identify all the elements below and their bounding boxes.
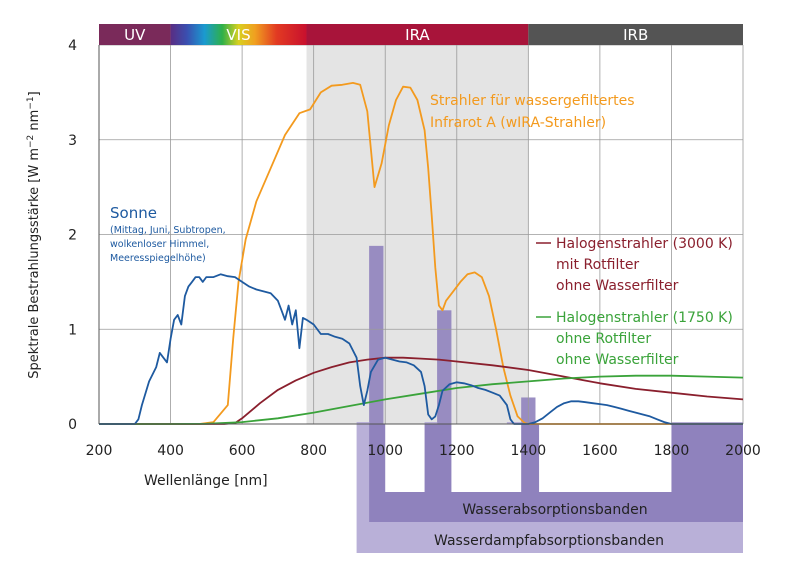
water-vapor-bar-3 — [671, 422, 743, 424]
y-axis-label-part: −2 — [26, 135, 36, 148]
water-absorption-label: Wasserabsorptionsbanden — [462, 502, 647, 518]
halogen-1750k-label-line-2: ohne Rotfilter — [556, 331, 651, 347]
sun-label-line-1: Sonne — [110, 204, 157, 222]
water-vapor-bar-1 — [424, 422, 438, 424]
x-tick-label: 1000 — [367, 443, 403, 459]
series-line-halogen-1750k — [99, 374, 744, 425]
absorption-gap-1 — [451, 424, 522, 492]
halogen-3000k-label-line-2: mit Rotfilter — [556, 257, 639, 273]
band-irb — [528, 24, 743, 45]
x-axis-label: Wellenlänge [nm] — [144, 473, 268, 489]
band-uv — [99, 24, 171, 45]
y-axis-label-part: ] — [27, 91, 42, 96]
halogen-1750k-label-line-1: Halogenstrahler (1750 K) — [556, 310, 733, 326]
y-axis-label-part: −1 — [26, 96, 36, 109]
band-ira — [306, 24, 529, 45]
y-tick-label: 4 — [68, 38, 77, 54]
x-tick-label: 600 — [229, 443, 256, 459]
x-tick-label: 1200 — [439, 443, 475, 459]
x-tick-label: 800 — [300, 443, 327, 459]
halogen-3000k-label-line-1: Halogenstrahler (3000 K) — [556, 236, 733, 252]
water-vapor-absorption-label: Wasserdampfabsorptionsbanden — [434, 533, 664, 549]
y-axis-label-part: Spektrale Bestrahlungsstärke [W m — [27, 148, 42, 379]
halogen-3000k-label-line-3: ohne Wasserfilter — [556, 278, 679, 294]
band-label-vis: VIS — [226, 26, 250, 44]
band-vis — [170, 24, 307, 45]
series-line-halogen-3000k — [99, 356, 744, 425]
x-tick-label: 400 — [157, 443, 184, 459]
wira-label-line-2: Infrarot A (wIRA-Strahler) — [430, 115, 606, 131]
y-tick-label: 1 — [68, 322, 77, 338]
x-tick-label: 200 — [86, 443, 113, 459]
x-tick-label: 1600 — [582, 443, 618, 459]
absorption-gap-2 — [539, 424, 672, 492]
water-absorption-bar-0 — [369, 245, 384, 424]
band-label-uv: UV — [124, 26, 146, 44]
y-tick-label: 2 — [68, 228, 77, 244]
halogen-1750k-label-line-3: ohne Wasserfilter — [556, 352, 679, 368]
sun-label-line-2: (Mittag, Juni, Subtropen, — [110, 225, 226, 236]
x-tick-label: 1400 — [511, 443, 547, 459]
wira-label-line-1: Strahler für wassergefiltertes — [430, 93, 635, 109]
y-tick-label: 0 — [68, 417, 77, 433]
y-tick-label: 3 — [68, 133, 77, 149]
sun-label-line-4: Meeresspiegelhöhe) — [110, 253, 206, 264]
x-tick-label: 2000 — [725, 443, 761, 459]
x-tick-label: 1800 — [654, 443, 690, 459]
series-line-wira — [99, 82, 743, 425]
band-label-irb: IRB — [623, 26, 648, 44]
series-line-sun — [99, 273, 743, 425]
y-axis-label: Spektrale Bestrahlungsstärke [W m−2 nm−1… — [26, 91, 42, 378]
band-label-ira: IRA — [405, 26, 430, 44]
y-axis-label-part: nm — [27, 110, 42, 135]
absorption-gap-0 — [385, 424, 425, 492]
sun-label-line-3: wolkenloser Himmel, — [110, 239, 209, 250]
water-vapor-bar-0 — [356, 422, 370, 424]
